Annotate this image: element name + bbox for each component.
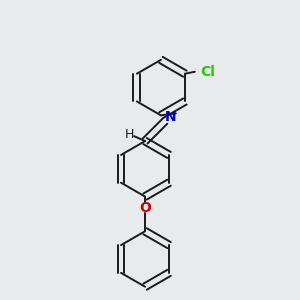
Text: N: N [165,110,177,124]
Text: O: O [139,201,151,215]
Text: Cl: Cl [200,65,215,79]
Text: H: H [124,128,134,141]
